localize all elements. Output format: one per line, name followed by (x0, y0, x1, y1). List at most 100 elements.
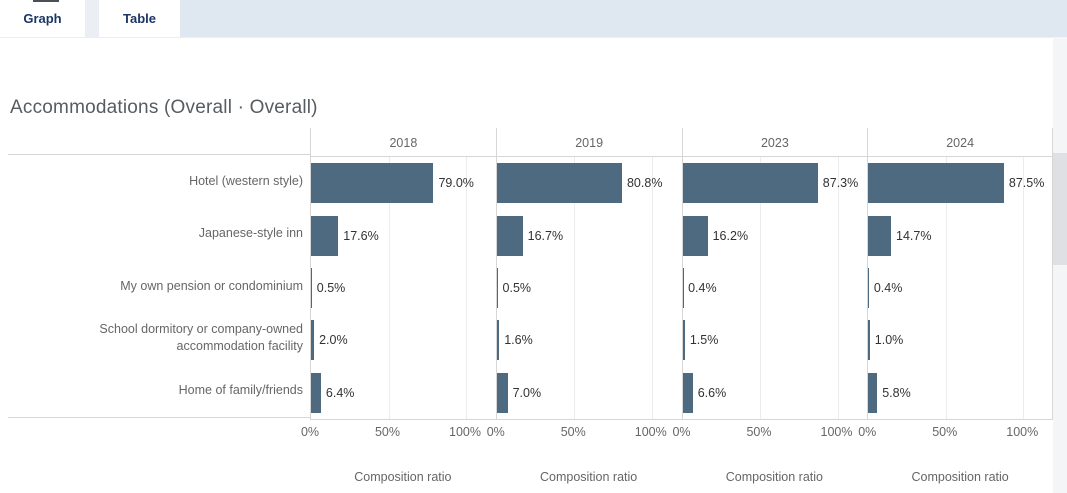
year-label: 2018 (389, 136, 418, 150)
bar-row: 16.2% (682, 209, 868, 261)
bar-row: 1.5% (682, 314, 868, 366)
bar[interactable] (868, 163, 1004, 204)
vertical-scrollbar[interactable] (1053, 37, 1067, 493)
category-labels-column: Hotel (western style) Japanese-style inn M… (8, 128, 310, 484)
year-panel: 2023 87.3% 16.2% 0.4% 1.5% 6.6% 0% 50% 100% Compo… (672, 128, 868, 484)
gridline (945, 157, 947, 419)
bar[interactable] (496, 215, 523, 256)
bar[interactable] (496, 372, 508, 413)
gridline (651, 157, 653, 419)
bar[interactable] (682, 320, 685, 361)
panel-plot-area: 80.8% 16.7% 0.5% 1.6% 7.0% (495, 157, 682, 420)
tab-table[interactable]: Table (99, 0, 180, 37)
bar[interactable] (311, 215, 339, 256)
tabbar-filler (180, 0, 1067, 37)
year-header: 2023 (681, 128, 868, 157)
tab-table-label: Table (123, 11, 156, 26)
chart-title: Accommodations (Overall · Overall) (10, 97, 318, 118)
bar[interactable] (311, 267, 312, 308)
scrollbar-thumb[interactable] (1053, 153, 1067, 265)
category-label: Hotel (western style) (189, 173, 303, 188)
value-label: 1.6% (504, 333, 533, 348)
value-label: 5.8% (882, 385, 911, 400)
bar-row: 0.4% (868, 262, 1052, 314)
gridline (574, 157, 576, 419)
year-label: 2023 (760, 136, 789, 150)
bar[interactable] (682, 215, 708, 256)
bar[interactable] (311, 163, 434, 204)
bar[interactable] (868, 320, 870, 361)
bar[interactable] (311, 320, 315, 361)
axis-tick-label: 100% (449, 425, 481, 439)
value-label: 0.4% (873, 280, 903, 295)
tab-graph[interactable]: Graph (0, 0, 85, 37)
value-label: 1.5% (689, 333, 719, 348)
category-label: School dormitory or company-owned accomm… (99, 322, 303, 354)
bar-row: 87.5% (868, 157, 1052, 209)
year-panel: 2018 79.0% 17.6% 0.5% 2.0% 6.4% 0% 50% 100% Compo… (301, 128, 496, 484)
tab-bar: Graph Table (0, 0, 1067, 37)
axis-title: Composition ratio (539, 470, 638, 484)
bar-row: 6.4% (311, 367, 496, 419)
bar[interactable] (496, 320, 500, 361)
axis-tick-label: 50% (560, 425, 586, 439)
bar[interactable] (682, 372, 693, 413)
value-label: 0.5% (316, 280, 346, 295)
value-label: 7.0% (512, 385, 542, 400)
value-label: 79.0% (438, 176, 474, 191)
bar[interactable] (682, 163, 818, 204)
bar-row: 7.0% (496, 367, 682, 419)
year-header: 2019 (495, 128, 682, 157)
value-label: 2.0% (319, 333, 348, 348)
value-label: 0.4% (688, 280, 717, 295)
bar-row: 0.4% (682, 262, 868, 314)
bar[interactable] (868, 215, 892, 256)
bar-row: 16.7% (496, 209, 682, 261)
bar-row: 1.6% (496, 314, 682, 366)
labels-body: Hotel (western style) Japanese-style inn M… (8, 155, 310, 418)
category-label: My own pension or condominium (120, 278, 303, 293)
tab-separator (85, 0, 99, 37)
bar[interactable] (868, 267, 869, 308)
value-label: 16.7% (527, 228, 564, 243)
panel-plot-area: 79.0% 17.6% 0.5% 2.0% 6.4% (310, 157, 496, 420)
value-label: 87.3% (822, 176, 859, 191)
axis-tick-label: 50% (932, 425, 958, 439)
value-label: 1.0% (874, 333, 904, 348)
bar-row: 1.0% (868, 314, 1052, 366)
bar-row: 14.7% (868, 209, 1052, 261)
gridline (466, 157, 467, 419)
bar-row: 2.0% (311, 314, 496, 366)
bar-row: 0.5% (496, 262, 682, 314)
gridline (837, 157, 839, 419)
axis-tick-label: 100% (634, 425, 667, 439)
year-panel: 2024 87.5% 14.7% 0.4% 1.0% 5.8% 0% 50% 100% Compo… (858, 128, 1053, 484)
value-label: 0.5% (502, 280, 532, 295)
axis-ticks: 0% 50% 100% (858, 425, 1053, 441)
value-label: 6.4% (325, 385, 355, 400)
axis-tick-label: 100% (820, 425, 853, 439)
bar[interactable] (496, 267, 498, 308)
tab-graph-label: Graph (23, 11, 62, 26)
axis-tick-label: 50% (374, 425, 401, 439)
year-header: 2018 (310, 128, 496, 157)
active-tab-indicator (33, 0, 59, 2)
axis-ticks: 0% 50% 100% (487, 425, 682, 441)
bar[interactable] (311, 372, 321, 413)
year-label: 2024 (946, 136, 975, 150)
gridline (388, 157, 390, 419)
bar[interactable] (682, 267, 684, 308)
year-panel: 2019 80.8% 16.7% 0.5% 1.6% 7.0% 0% 50% 100% Compo… (487, 128, 682, 484)
bar-row: 79.0% (311, 157, 496, 209)
panel-plot-area: 87.5% 14.7% 0.4% 1.0% 5.8% (867, 157, 1053, 420)
bar[interactable] (868, 372, 878, 413)
value-label: 16.2% (712, 228, 749, 243)
panel-plot-area: 87.3% 16.2% 0.4% 1.5% 6.6% (681, 157, 868, 420)
bar[interactable] (496, 163, 622, 204)
value-label: 14.7% (896, 228, 932, 243)
value-label: 6.6% (697, 385, 727, 400)
axis-tick-label: 0% (672, 425, 691, 439)
bar-row: 80.8% (496, 157, 682, 209)
axis-tick-label: 0% (486, 425, 505, 439)
gridline (760, 157, 761, 419)
